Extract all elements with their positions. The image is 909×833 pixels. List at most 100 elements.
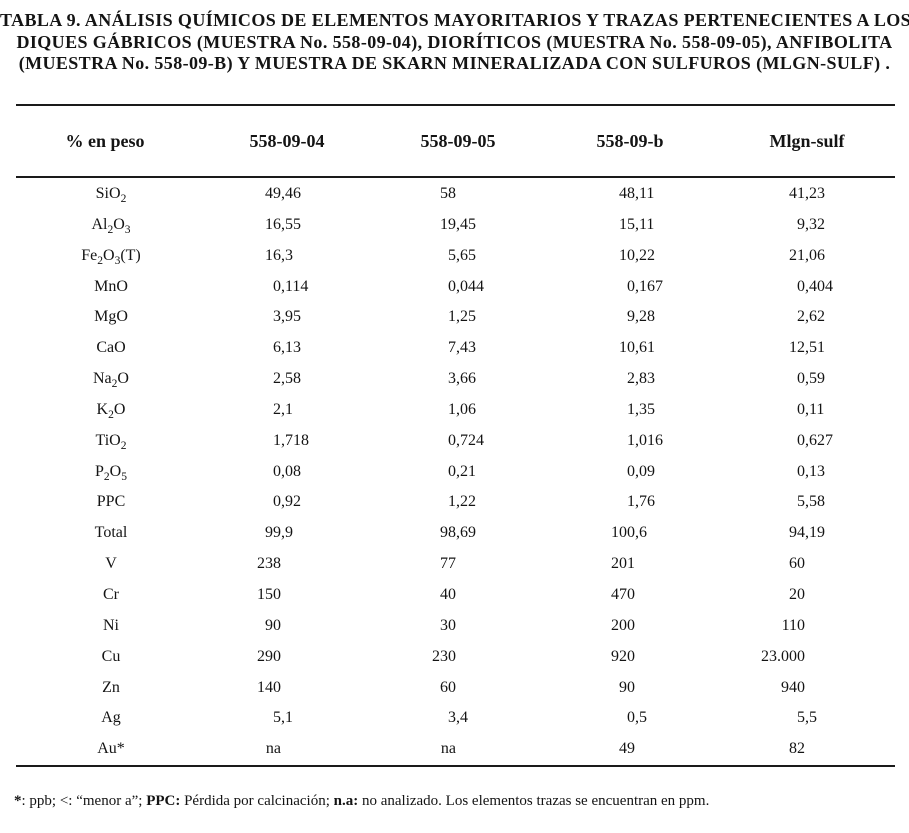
cell-value: 100,6 bbox=[611, 524, 647, 542]
cell-value: 0,114 bbox=[273, 277, 309, 295]
table-row: PPC 0,92 1,22 1,76 5,58 bbox=[0, 487, 909, 518]
table-title-line-3: (MUESTRA No. 558-09-B) Y MUESTRA DE SKAR… bbox=[18, 53, 891, 73]
table-row: SiO2 49,46 58 48,11 41,23 bbox=[0, 179, 909, 210]
cell-value: 60 bbox=[789, 555, 805, 573]
column-header-pct-en-peso: % en peso bbox=[65, 131, 145, 151]
row-label: K2O bbox=[96, 400, 126, 422]
table-row: P2O5 0,08 0,21 0,09 0,13 bbox=[0, 457, 909, 488]
cell-value: 1,22 bbox=[448, 493, 476, 511]
cell-value: 98,69 bbox=[440, 524, 476, 542]
cell-value: 20 bbox=[789, 585, 805, 603]
cell-value: 3,95 bbox=[273, 308, 301, 326]
cell-value: 23.000 bbox=[761, 647, 805, 665]
table-row: V 238 77 201 60 bbox=[0, 549, 909, 580]
cell-value: na bbox=[265, 740, 281, 758]
cell-value: 0,21 bbox=[448, 462, 476, 480]
cell-value: 0,92 bbox=[273, 493, 301, 511]
table-row: Fe2O3(T) 16,3 5,65 10,22 21,06 bbox=[0, 241, 909, 272]
cell-value: 0,59 bbox=[797, 370, 825, 388]
row-label: PPC bbox=[96, 493, 126, 511]
cell-value: 238 bbox=[257, 555, 281, 573]
row-label: Ag bbox=[101, 709, 121, 727]
cell-value: 3,4 bbox=[448, 709, 468, 727]
cell-value: 0,167 bbox=[627, 277, 663, 295]
cell-value: 30 bbox=[440, 616, 456, 634]
table-row: K2O 2,1 1,06 1,35 0,11 bbox=[0, 395, 909, 426]
cell-value: 940 bbox=[781, 678, 805, 696]
cell-value: 60 bbox=[440, 678, 456, 696]
cell-value: 41,23 bbox=[789, 185, 825, 202]
cell-value: 0,08 bbox=[273, 462, 301, 480]
table-row: Au* na na 49 82 bbox=[0, 734, 909, 765]
cell-value: 1,35 bbox=[627, 400, 655, 418]
table-row: Ag 5,1 3,4 0,5 5,5 bbox=[0, 703, 909, 734]
row-label: Al2O3 bbox=[91, 215, 131, 237]
table-body: SiO2 49,46 58 48,11 41,23 Al2O3 16,55 19,45 15,1… bbox=[0, 179, 909, 765]
cell-value: 2,58 bbox=[273, 370, 301, 388]
row-label: Zn bbox=[102, 678, 120, 696]
cell-value: 90 bbox=[619, 678, 635, 696]
table-row: TiO2 1,718 0,724 1,016 0,627 bbox=[0, 426, 909, 457]
cell-value: 5,58 bbox=[797, 493, 825, 511]
cell-value: 40 bbox=[440, 585, 456, 603]
row-label: Ni bbox=[103, 616, 119, 634]
table-row: Cr 150 40 470 20 bbox=[0, 580, 909, 611]
cell-value: 58 bbox=[440, 185, 456, 202]
row-label: Au* bbox=[97, 740, 125, 758]
column-header-558-09-b: 558-09-b bbox=[596, 131, 664, 151]
cell-value: 200 bbox=[611, 616, 635, 634]
row-label: Total bbox=[94, 524, 128, 542]
cell-value: 48,11 bbox=[619, 185, 655, 202]
cell-value: 5,5 bbox=[797, 709, 817, 727]
cell-value: 0,044 bbox=[448, 277, 484, 295]
table-footnote: *: ppb; <: “menor a”; PPC: Pérdida por c… bbox=[14, 792, 895, 811]
cell-value: 2,1 bbox=[273, 400, 293, 418]
cell-value: 290 bbox=[257, 647, 281, 665]
cell-value: 0,11 bbox=[797, 400, 825, 418]
row-label: Cu bbox=[101, 647, 121, 665]
column-header-mlgn-sulf: Mlgn-sulf bbox=[769, 131, 845, 151]
cell-value: 1,06 bbox=[448, 400, 476, 418]
cell-value: 1,25 bbox=[448, 308, 476, 326]
footnote-text: Pérdida por calcinación; bbox=[180, 793, 334, 809]
cell-value: 0,13 bbox=[797, 462, 825, 480]
cell-value: 1,718 bbox=[273, 431, 309, 449]
footnote-term: * bbox=[14, 793, 22, 809]
table-row: Total 99,9 98,69 100,6 94,19 bbox=[0, 518, 909, 549]
cell-value: 5,1 bbox=[273, 709, 293, 727]
footnote-text: no analizado. Los elementos trazas se en… bbox=[358, 793, 710, 809]
row-label: MnO bbox=[94, 277, 128, 295]
footnote-term: PPC: bbox=[146, 793, 181, 809]
cell-value: 230 bbox=[432, 647, 456, 665]
cell-value: 5,65 bbox=[448, 246, 476, 264]
cell-value: 7,43 bbox=[448, 339, 476, 357]
table-row: CaO 6,13 7,43 10,61 12,51 bbox=[0, 333, 909, 364]
cell-value: 2,62 bbox=[797, 308, 825, 326]
table-row: MnO 0,114 0,044 0,167 0,404 bbox=[0, 272, 909, 303]
table-title-line-2: DIQUES GÁBRICOS (MUESTRA No. 558-09-04),… bbox=[16, 31, 893, 52]
cell-value: 77 bbox=[440, 555, 456, 573]
table-row: Cu 290 230 920 23.000 bbox=[0, 642, 909, 673]
table-header-rule bbox=[16, 176, 895, 178]
cell-value: 15,11 bbox=[619, 215, 655, 233]
cell-value: 0,627 bbox=[797, 431, 833, 449]
cell-value: 90 bbox=[265, 616, 281, 634]
cell-value: 201 bbox=[611, 555, 635, 573]
table-top-rule bbox=[16, 104, 895, 106]
cell-value: 21,06 bbox=[789, 246, 825, 264]
row-label: Na2O bbox=[93, 370, 129, 391]
cell-value: 16,55 bbox=[265, 215, 301, 233]
table-bottom-rule bbox=[16, 765, 895, 767]
cell-value: 49 bbox=[619, 740, 635, 758]
cell-value: 12,51 bbox=[789, 339, 825, 357]
cell-value: 920 bbox=[611, 647, 635, 665]
row-label: Fe2O3(T) bbox=[81, 246, 141, 267]
cell-value: 0,09 bbox=[627, 462, 655, 480]
cell-value: 10,22 bbox=[619, 246, 655, 264]
row-label: V bbox=[105, 555, 117, 573]
table-row: Al2O3 16,55 19,45 15,11 9,32 bbox=[0, 210, 909, 241]
cell-value: 140 bbox=[257, 678, 281, 696]
cell-value: 99,9 bbox=[265, 524, 293, 542]
table-title-line-1: TABLA 9. ANÁLISIS QUÍMICOS DE ELEMENTOS … bbox=[0, 10, 909, 30]
cell-value: 0,724 bbox=[448, 431, 484, 449]
